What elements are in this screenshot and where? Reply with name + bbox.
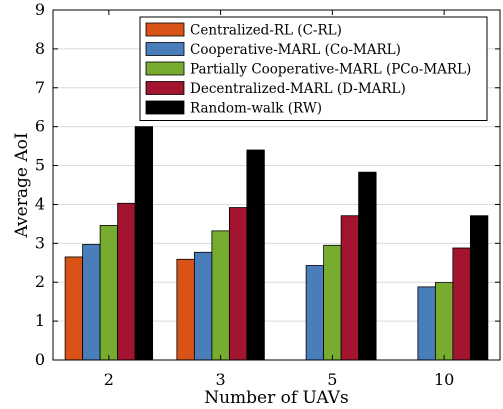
bar [100,225,118,360]
legend-swatch [146,62,184,75]
y-tick-label: 4 [35,194,45,213]
x-tick-label: 3 [216,370,226,389]
bar [306,266,324,361]
y-tick-label: 9 [35,0,45,19]
y-tick-label: 3 [35,233,45,252]
bar [453,248,471,360]
x-tick-label: 10 [434,370,454,389]
legend-label: Centralized-RL (C-RL) [190,23,342,39]
bar [324,245,342,360]
y-tick-label: 5 [35,156,45,175]
legend-swatch [146,43,184,56]
legend-label: Random-walk (RW) [190,101,322,117]
bar [359,172,377,360]
bar [83,245,101,361]
y-tick-label: 7 [35,78,45,97]
y-tick-label: 1 [35,311,45,330]
legend-swatch [146,82,184,95]
bar [229,208,247,360]
legend-label: Partially Cooperative-MARL (PCo-MARL) [190,62,471,78]
bar [341,216,359,360]
bar [418,287,436,360]
bar [435,283,453,360]
bar [470,216,488,360]
bar [247,150,265,360]
x-tick-label: 5 [327,370,337,389]
y-tick-label: 0 [35,350,45,369]
legend: Centralized-RL (C-RL) Cooperative-MARL (C… [140,17,487,121]
bar [118,203,136,360]
x-axis-label: Number of UAVs [204,388,349,408]
bar [212,231,230,360]
legend-label: Cooperative-MARL (Co-MARL) [190,42,401,58]
legend-swatch [146,101,184,114]
y-axis-label: Average AoI [12,132,32,238]
bar [194,252,212,360]
x-tick-label: 2 [104,370,114,389]
y-tick-label: 8 [35,39,45,58]
bar [65,257,83,360]
legend-swatch [146,23,184,36]
bar [177,259,195,360]
bar [135,127,153,360]
legend-label: Decentralized-MARL (D-MARL) [190,81,406,97]
y-tick-label: 6 [35,117,45,136]
y-tick-label: 2 [35,272,45,291]
